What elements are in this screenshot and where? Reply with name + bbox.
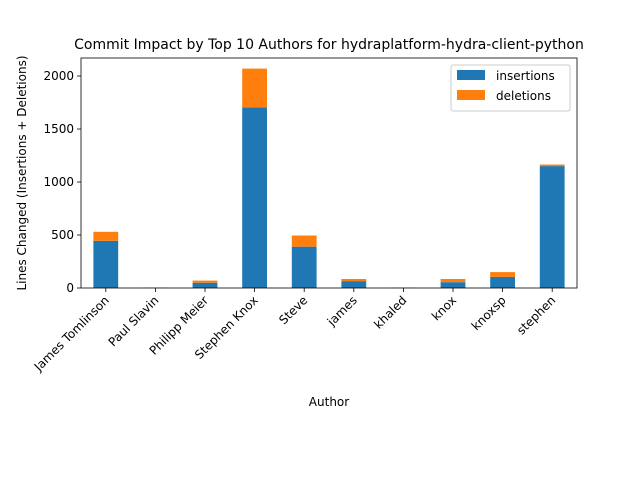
y-tick-label-4: 2000 — [43, 69, 74, 83]
y-tick-label-1: 500 — [51, 228, 74, 242]
bar-deletions-3 — [242, 69, 267, 108]
x-tick-label-6: khaled — [371, 293, 409, 331]
bar-deletions-7 — [441, 279, 466, 282]
y-tick-label-2: 1000 — [43, 175, 74, 189]
bar-deletions-5 — [341, 279, 366, 281]
x-tick-label-7: knox — [429, 293, 459, 323]
bar-insertions-8 — [490, 277, 515, 288]
y-tick-label-3: 1500 — [43, 122, 74, 136]
x-tick-label-8: knoxsp — [469, 293, 509, 333]
bar-insertions-4 — [292, 247, 317, 288]
legend-label-deletions: deletions — [496, 89, 551, 103]
chart-title: Commit Impact by Top 10 Authors for hydr… — [74, 37, 584, 53]
bar-insertions-7 — [441, 282, 466, 288]
x-tick-label-5: james — [324, 293, 360, 329]
legend: insertions deletions — [451, 65, 570, 111]
bar-deletions-4 — [292, 236, 317, 247]
bar-insertions-9 — [540, 166, 565, 288]
bar-deletions-0 — [93, 232, 118, 241]
x-tick-label-9: stephen — [514, 293, 558, 337]
y-axis: 0 500 1000 1500 2000 — [43, 69, 81, 295]
bar-insertions-2 — [193, 283, 218, 288]
legend-label-insertions: insertions — [496, 69, 555, 83]
y-tick-label-0: 0 — [66, 281, 74, 295]
x-axis-label: Author — [309, 395, 349, 409]
bar-insertions-0 — [93, 241, 118, 288]
x-tick-label-4: Steve — [276, 293, 310, 327]
bar-insertions-5 — [341, 281, 366, 288]
y-axis-label: Lines Changed (Insertions + Deletions) — [15, 55, 29, 290]
bar-insertions-3 — [242, 107, 267, 288]
x-tick-label-0: James Tomlinson — [31, 293, 112, 374]
bar-deletions-2 — [193, 281, 218, 283]
bar-deletions-9 — [540, 165, 565, 167]
legend-swatch-deletions — [457, 90, 485, 100]
bar-deletions-8 — [490, 272, 515, 277]
legend-swatch-insertions — [457, 70, 485, 80]
